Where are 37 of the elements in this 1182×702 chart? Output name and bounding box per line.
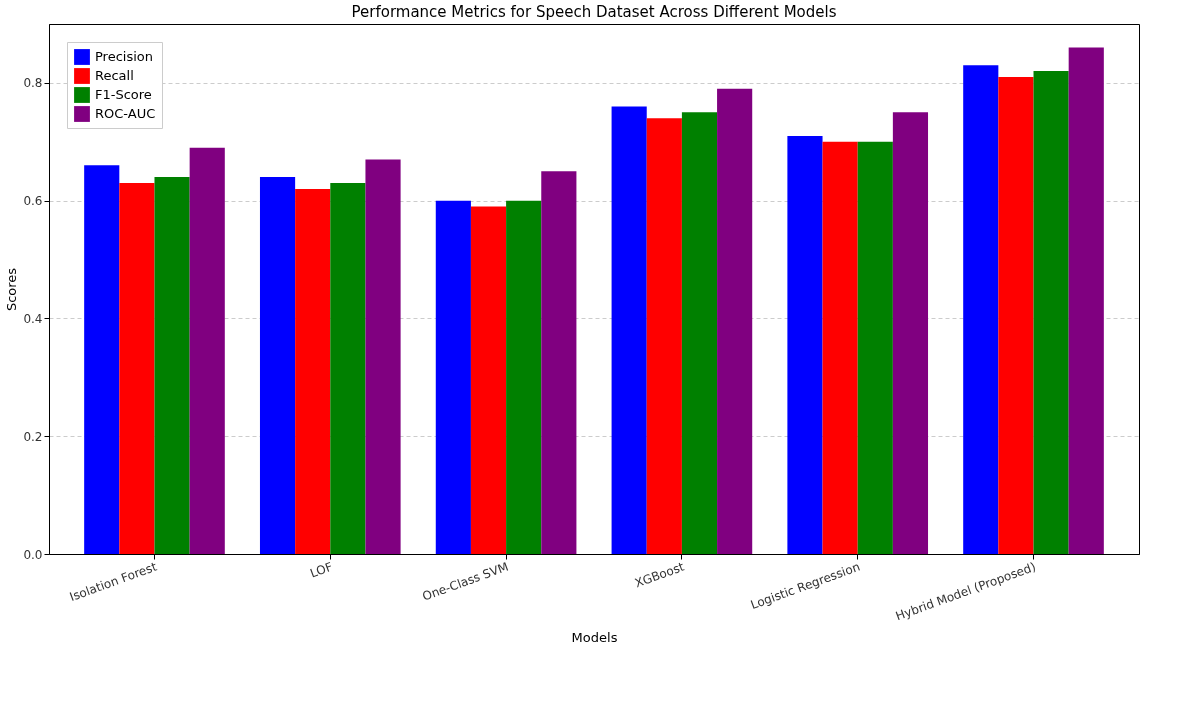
- bar: [963, 65, 999, 554]
- bar: [365, 159, 401, 554]
- bar: [998, 77, 1034, 554]
- y-tick-label: 0.2: [23, 429, 43, 444]
- legend-label: F1-Score: [95, 87, 152, 102]
- bar: [1068, 47, 1104, 554]
- bar: [189, 147, 225, 554]
- bar: [611, 106, 647, 554]
- x-axis-title: Models: [571, 630, 618, 646]
- legend-label: Recall: [95, 68, 134, 83]
- legend-label: Precision: [95, 49, 154, 64]
- bar: [1033, 71, 1069, 554]
- bar: [787, 135, 823, 554]
- y-tick-label: 0.4: [23, 311, 43, 326]
- bar: [470, 206, 507, 554]
- bar: [295, 188, 331, 554]
- bar: [892, 112, 929, 554]
- bar: [84, 165, 120, 554]
- bar: [330, 183, 366, 554]
- y-axis-title: Scores: [4, 267, 20, 312]
- legend-label: ROC-AUC: [95, 106, 156, 121]
- bar: [119, 183, 155, 554]
- bar: [259, 177, 296, 554]
- bar: [154, 177, 190, 554]
- chart-title: Performance Metrics for Speech Dataset Across Different Models: [351, 3, 837, 21]
- y-tick-label: 0.8: [23, 76, 43, 91]
- bar: [822, 141, 858, 554]
- bar: [857, 141, 893, 554]
- y-tick-label: 0.6: [23, 194, 43, 209]
- y-tick-label: 0.0: [23, 547, 43, 562]
- bar: [717, 88, 753, 554]
- bar: [646, 118, 682, 554]
- x-tick-label: LOF: [308, 559, 335, 581]
- bar: [681, 112, 718, 554]
- bar: [435, 200, 471, 554]
- bar: [541, 171, 577, 554]
- bar: [506, 200, 542, 554]
